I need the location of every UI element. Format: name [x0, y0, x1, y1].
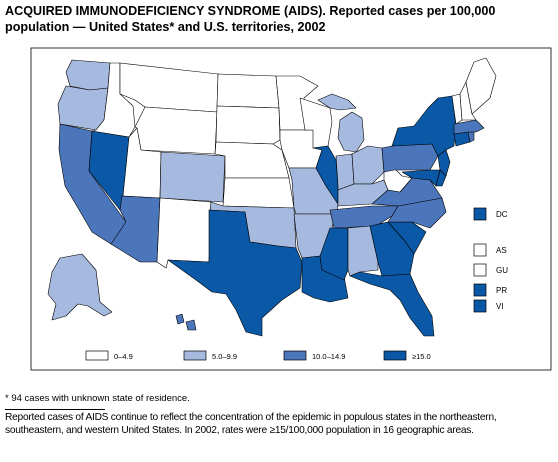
- state-WY: [134, 106, 218, 155]
- title-line-1: ACQUIRED IMMUNODEFICIENCY SYNDROME (AIDS…: [5, 4, 496, 18]
- legend-swatch-0: [85, 350, 109, 361]
- territory-label-vi: VI: [496, 302, 504, 311]
- legend-label-2: 10.0–14.9: [312, 352, 345, 361]
- state-PA: [381, 143, 439, 173]
- state-MT: [119, 62, 219, 113]
- territory-swatch-as: [473, 243, 487, 257]
- territory-swatch-vi: [473, 299, 487, 313]
- legend-swatch-3: [383, 350, 407, 361]
- state-CT: [453, 131, 471, 147]
- summary-text: Reported cases of AIDS continue to refle…: [5, 412, 497, 436]
- map-frame: [30, 47, 552, 371]
- state-MI-UP: [317, 93, 357, 111]
- legend-label-3: ≥15.0: [412, 352, 431, 361]
- legend-swatch-1: [183, 350, 207, 361]
- state-ME: [465, 57, 497, 115]
- territory-swatch-dc: [473, 207, 487, 221]
- state-NE: [214, 141, 290, 179]
- territory-swatch-gu: [473, 263, 487, 277]
- territory-swatch-pr: [473, 283, 487, 297]
- state-NH: [459, 81, 477, 121]
- state-TX: [167, 209, 303, 337]
- footnote-divider: [5, 409, 105, 410]
- state-NC: [387, 197, 447, 229]
- state-NM: [156, 197, 212, 269]
- state-ND: [216, 73, 280, 109]
- territory-label-gu: GU: [496, 266, 508, 275]
- map-legend: 0–4.9 5.0–9.9 10.0–14.9 ≥15.0: [85, 350, 431, 361]
- territory-label-as: AS: [496, 246, 507, 255]
- state-MI: [337, 111, 365, 153]
- state-KS: [222, 177, 295, 209]
- legend-label-0: 0–4.9: [114, 352, 133, 361]
- state-OH: [351, 145, 385, 185]
- legend-swatch-2: [283, 350, 307, 361]
- title-line-2: population — United States* and U.S. ter…: [5, 20, 326, 34]
- state-WA: [65, 59, 111, 91]
- state-OR: [57, 85, 109, 131]
- territory-legend: DC AS GU PR VI: [473, 207, 508, 313]
- territory-label-dc: DC: [496, 210, 508, 219]
- legend-label-1: 5.0–9.9: [212, 352, 237, 361]
- state-DE: [435, 169, 447, 187]
- state-HI-1: [175, 313, 185, 325]
- state-HI-2: [185, 319, 197, 331]
- map-title: ACQUIRED IMMUNODEFICIENCY SYNDROME (AIDS…: [5, 3, 553, 35]
- state-FL: [349, 271, 435, 337]
- territory-label-pr: PR: [496, 286, 507, 295]
- state-IN: [335, 153, 355, 191]
- state-NJ: [437, 149, 451, 177]
- footnote: * 94 cases with unknown state of residen…: [5, 393, 190, 404]
- state-SD: [215, 105, 281, 145]
- state-AK: [47, 253, 113, 321]
- state-CO: [159, 151, 226, 203]
